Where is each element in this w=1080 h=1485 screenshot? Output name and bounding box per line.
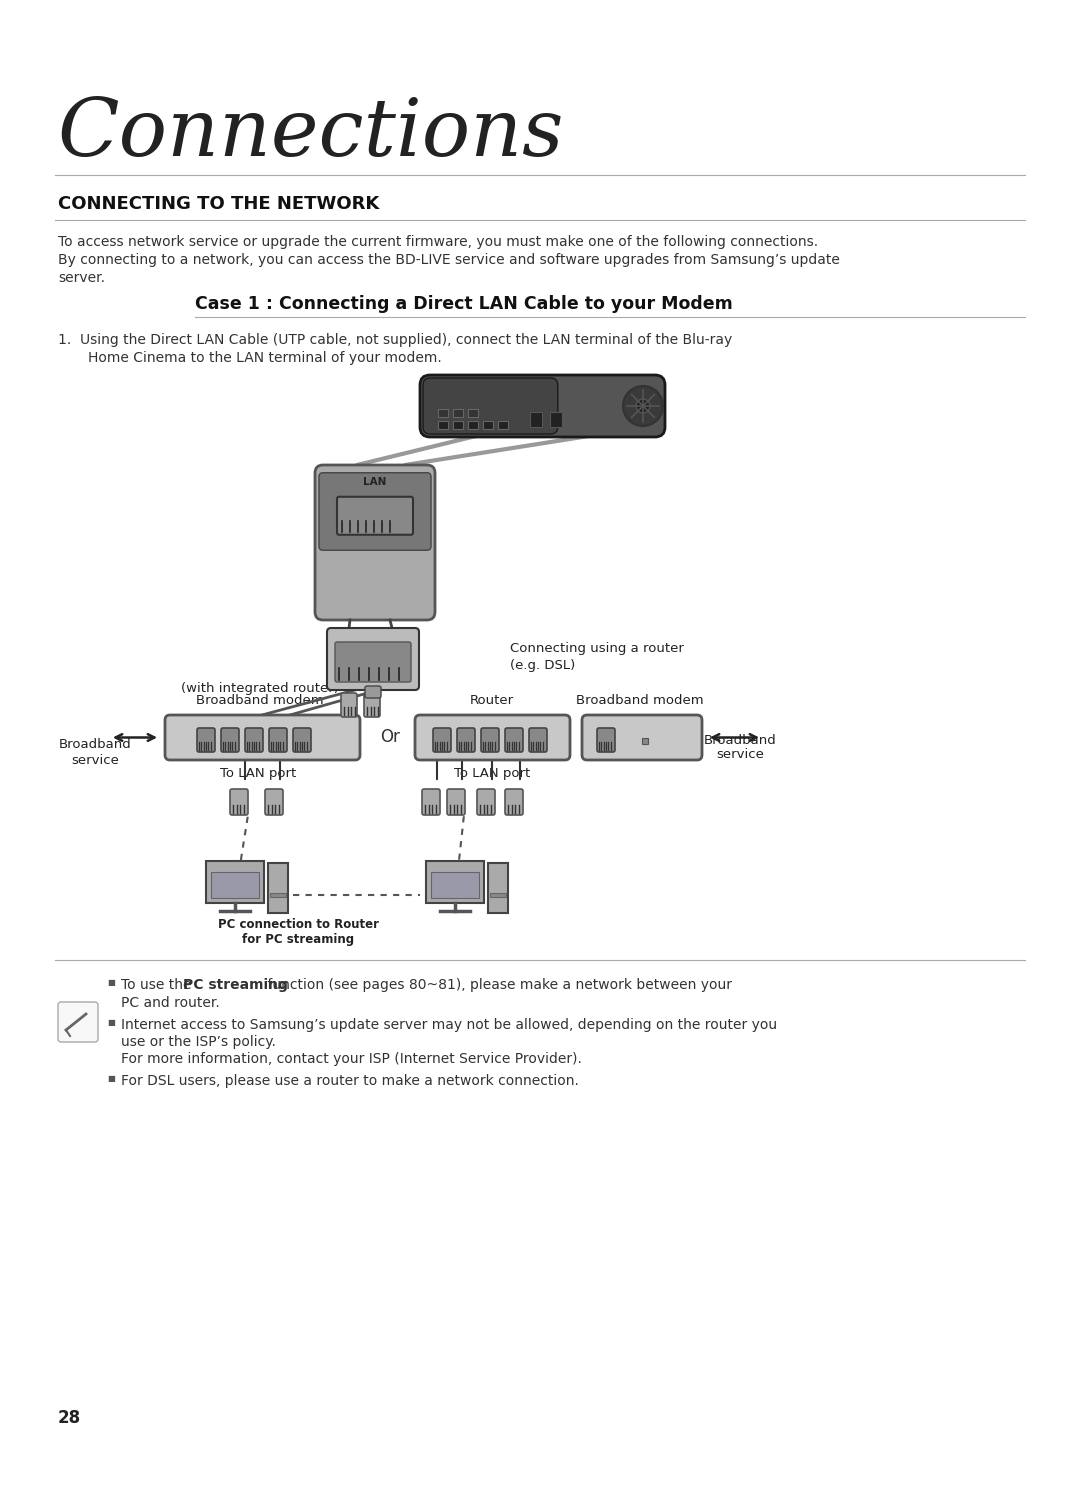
Text: To LAN port: To LAN port — [454, 766, 530, 780]
Bar — [453, 422, 463, 429]
Text: Broadband: Broadband — [704, 734, 777, 747]
FancyBboxPatch shape — [58, 1002, 98, 1042]
FancyBboxPatch shape — [505, 789, 523, 815]
Text: function (see pages 80~81), please make a network between your: function (see pages 80~81), please make … — [264, 979, 732, 992]
FancyBboxPatch shape — [529, 728, 546, 751]
Bar — [431, 872, 480, 898]
FancyBboxPatch shape — [265, 789, 283, 815]
FancyBboxPatch shape — [505, 728, 523, 751]
Bar — [206, 861, 264, 903]
Bar — [530, 411, 542, 428]
FancyBboxPatch shape — [457, 728, 475, 751]
FancyBboxPatch shape — [433, 728, 451, 751]
Text: Broadband modem: Broadband modem — [577, 693, 704, 707]
Text: 28: 28 — [58, 1409, 81, 1427]
FancyBboxPatch shape — [293, 728, 311, 751]
FancyBboxPatch shape — [165, 714, 360, 760]
Text: To LAN port: To LAN port — [337, 642, 414, 655]
Text: CONNECTING TO THE NETWORK: CONNECTING TO THE NETWORK — [58, 195, 379, 212]
Text: ■: ■ — [107, 1074, 114, 1083]
FancyBboxPatch shape — [197, 728, 215, 751]
Bar — [642, 738, 648, 744]
Text: Internet access to Samsung’s update server may not be allowed, depending on the : Internet access to Samsung’s update serv… — [121, 1019, 778, 1032]
FancyBboxPatch shape — [447, 789, 465, 815]
Text: Connecting using a router: Connecting using a router — [510, 642, 684, 655]
Text: ■: ■ — [107, 979, 114, 988]
Bar — [468, 422, 478, 429]
Text: for PC streaming: for PC streaming — [242, 933, 354, 946]
Text: PC and router.: PC and router. — [121, 996, 219, 1010]
FancyBboxPatch shape — [365, 686, 381, 698]
Bar — [438, 422, 448, 429]
Text: ■: ■ — [107, 1019, 114, 1028]
FancyBboxPatch shape — [245, 728, 264, 751]
Text: Case 1 : Connecting a Direct LAN Cable to your Modem: Case 1 : Connecting a Direct LAN Cable t… — [195, 296, 732, 313]
Bar — [211, 872, 259, 898]
Text: Broadband modem: Broadband modem — [197, 693, 324, 707]
Text: Broadband: Broadband — [58, 738, 132, 751]
Bar — [438, 408, 448, 417]
FancyBboxPatch shape — [230, 789, 248, 815]
Text: PC connection to Router: PC connection to Router — [217, 918, 378, 931]
FancyBboxPatch shape — [269, 728, 287, 751]
Bar — [550, 411, 562, 428]
Text: server.: server. — [58, 270, 105, 285]
FancyBboxPatch shape — [477, 789, 495, 815]
Text: Home Cinema to the LAN terminal of your modem.: Home Cinema to the LAN terminal of your … — [87, 350, 442, 365]
FancyBboxPatch shape — [597, 728, 615, 751]
Bar — [488, 863, 508, 913]
FancyBboxPatch shape — [422, 789, 440, 815]
Text: use or the ISP’s policy.: use or the ISP’s policy. — [121, 1035, 275, 1048]
Text: To LAN port: To LAN port — [220, 766, 296, 780]
Bar — [483, 422, 492, 429]
Bar — [426, 861, 484, 903]
FancyBboxPatch shape — [582, 714, 702, 760]
FancyBboxPatch shape — [423, 379, 557, 434]
Text: Connections: Connections — [58, 95, 565, 172]
Text: PC streaming: PC streaming — [183, 979, 288, 992]
Circle shape — [636, 399, 650, 413]
FancyBboxPatch shape — [319, 472, 431, 551]
Circle shape — [623, 386, 663, 426]
Text: Or: Or — [380, 728, 400, 745]
FancyBboxPatch shape — [335, 642, 411, 682]
FancyBboxPatch shape — [341, 693, 357, 717]
Text: For DSL users, please use a router to make a network connection.: For DSL users, please use a router to ma… — [121, 1074, 579, 1089]
Bar — [498, 422, 508, 429]
Bar — [468, 408, 478, 417]
Bar — [490, 892, 507, 897]
FancyBboxPatch shape — [364, 693, 380, 717]
FancyBboxPatch shape — [415, 714, 570, 760]
FancyBboxPatch shape — [337, 497, 413, 535]
Text: To use the: To use the — [121, 979, 195, 992]
Text: By connecting to a network, you can access the BD-LIVE service and software upgr: By connecting to a network, you can acce… — [58, 252, 840, 267]
Text: service: service — [71, 753, 119, 766]
Bar — [270, 892, 286, 897]
Text: (with integrated router): (with integrated router) — [181, 682, 339, 695]
Text: service: service — [716, 748, 764, 762]
Text: 1.  Using the Direct LAN Cable (UTP cable, not supplied), connect the LAN termin: 1. Using the Direct LAN Cable (UTP cable… — [58, 333, 732, 347]
Text: (e.g. DSL): (e.g. DSL) — [510, 659, 576, 673]
Bar — [453, 408, 463, 417]
Text: LAN: LAN — [363, 477, 387, 487]
FancyBboxPatch shape — [327, 628, 419, 691]
FancyBboxPatch shape — [315, 465, 435, 621]
Bar — [268, 863, 288, 913]
Text: To access network service or upgrade the current firmware, you must make one of : To access network service or upgrade the… — [58, 235, 819, 249]
Text: For more information, contact your ISP (Internet Service Provider).: For more information, contact your ISP (… — [121, 1051, 582, 1066]
FancyBboxPatch shape — [221, 728, 239, 751]
FancyBboxPatch shape — [420, 376, 665, 437]
FancyBboxPatch shape — [481, 728, 499, 751]
Text: Router: Router — [470, 693, 514, 707]
